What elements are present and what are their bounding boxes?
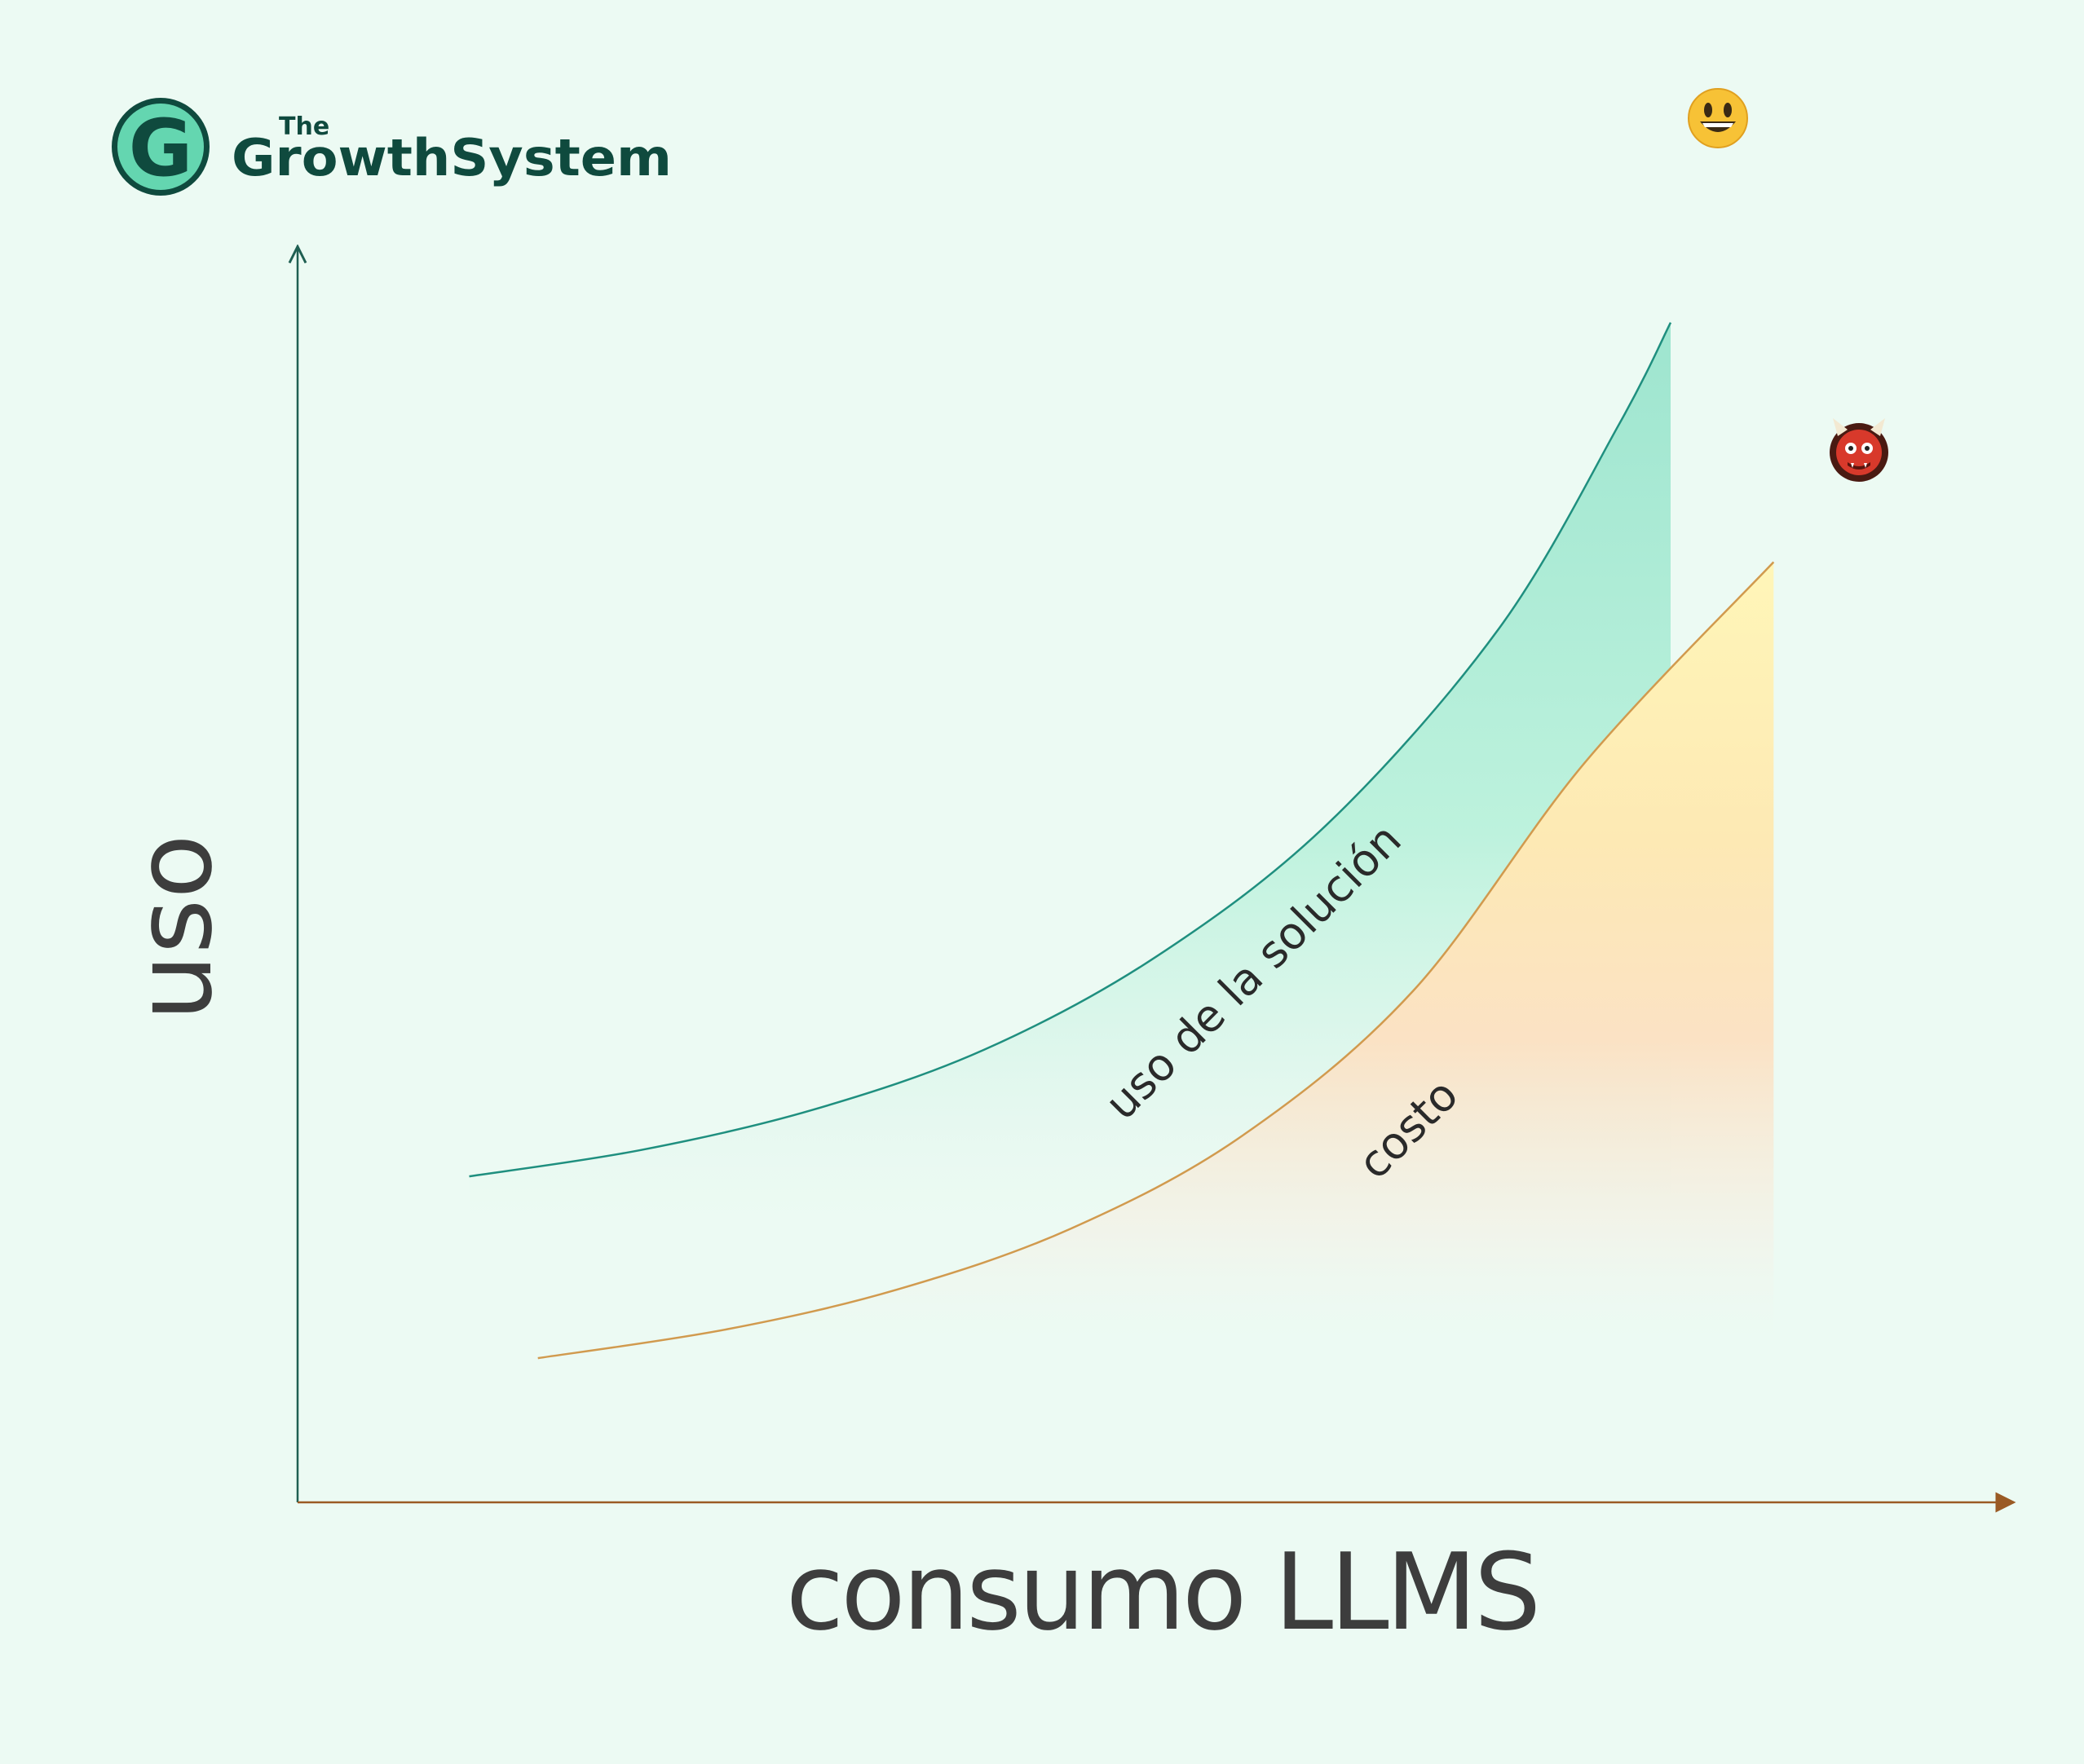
series-line-uso <box>469 322 1672 1178</box>
series-area-costo <box>537 562 1774 1359</box>
brand-logo: G The GrowthSystem <box>112 98 672 196</box>
ogre-icon <box>1830 418 1888 482</box>
grinning-face-icon <box>1688 88 1748 148</box>
series-area-uso <box>469 322 1671 1252</box>
logo-letter: G <box>129 103 193 194</box>
logo-badge-inner <box>117 104 204 190</box>
x-axis-label: consumo LLMS <box>786 1530 1539 1654</box>
series-line-costo <box>537 561 1775 1360</box>
y-axis-label: uso <box>112 834 236 1021</box>
logo-name: GrowthSystem <box>232 128 672 187</box>
logo-small-text: The <box>279 112 329 141</box>
